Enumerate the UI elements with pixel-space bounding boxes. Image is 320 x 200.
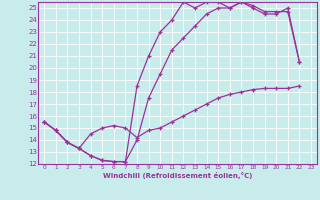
X-axis label: Windchill (Refroidissement éolien,°C): Windchill (Refroidissement éolien,°C)	[103, 172, 252, 179]
